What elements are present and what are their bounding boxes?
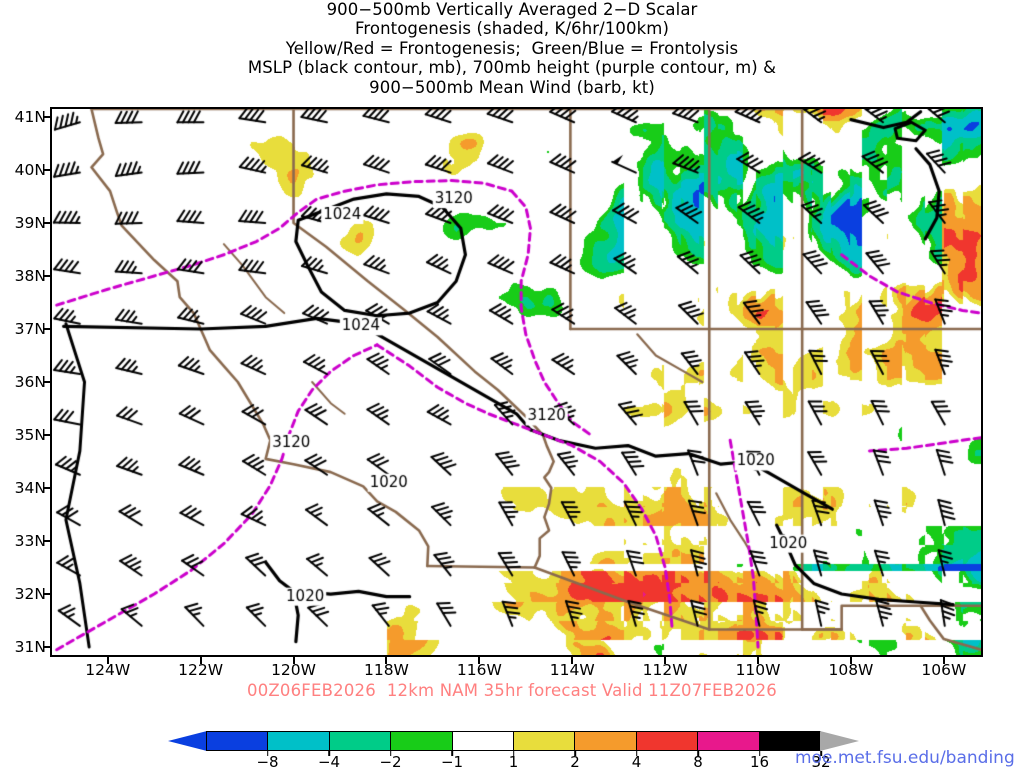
latitude-tick-label: 33N (14, 532, 46, 551)
colorbar-tick-mark (635, 751, 638, 756)
latitude-tick-mark (44, 487, 51, 490)
longitude-tick-mark (849, 657, 852, 664)
colorbar-tick-label: 16 (749, 753, 770, 771)
colorbar-band (698, 732, 760, 750)
longitude-tick-label: 108W (828, 661, 874, 679)
latitude-tick-mark (44, 115, 51, 118)
colorbar-band (759, 732, 821, 750)
longitude-tick-mark (478, 657, 481, 664)
latitude-tick-label: 38N (14, 266, 46, 285)
frontogenesis-shaded-field (52, 109, 981, 655)
longitude-tick-label: 120W (271, 661, 316, 679)
title-line-3: Yellow/Red = Frontogenesis; Green/Blue =… (285, 38, 739, 58)
colorbar-tick-mark (758, 751, 761, 756)
latitude-tick-mark (44, 646, 51, 649)
longitude-tick-mark (571, 657, 574, 664)
title-line-1: 900−500mb Vertically Averaged 2−D Scalar (326, 0, 698, 19)
latitude-tick-label: 39N (14, 213, 46, 232)
longitude-tick-mark (757, 657, 760, 664)
longitude-tick-label: 118W (363, 661, 409, 679)
longitude-tick-mark (385, 657, 388, 664)
longitude-tick-mark (292, 657, 295, 664)
colorbar-band (575, 732, 637, 750)
latitude-axis: 41N 40N 39N 38N 37N 36N 35N 34N 33N 32N 31N (0, 0, 51, 768)
longitude-tick-label: 110W (735, 661, 781, 679)
latitude-tick-label: 32N (14, 585, 46, 604)
colorbar: −8 −4 −2 −1 1 2 4 8 16 32 (168, 731, 859, 771)
latitude-tick-mark (44, 593, 51, 596)
title-line-4: MSLP (black contour, mb), 700mb height (… (247, 58, 777, 78)
latitude-tick-label: 34N (14, 479, 46, 498)
latitude-tick-label: 40N (14, 160, 46, 179)
colorbar-band (207, 732, 269, 750)
title-line-2: Frontogenesis (shaded, K/6hr/100km) (354, 19, 669, 39)
colorbar-tick-mark (820, 751, 822, 756)
colorbar-tick-mark (512, 751, 515, 756)
latitude-tick-mark (44, 540, 51, 543)
latitude-tick-label: 41N (14, 107, 46, 126)
colorbar-tick-label: 4 (631, 753, 642, 771)
source-watermark: moe.met.fsu.edu/banding (795, 748, 1015, 768)
latitude-tick-label: 37N (14, 319, 46, 338)
longitude-tick-label: 106W (921, 661, 967, 679)
latitude-tick-mark (44, 221, 51, 224)
colorbar-band (514, 732, 576, 750)
colorbar-tick-label: 1 (508, 753, 519, 771)
longitude-tick-mark (106, 657, 109, 664)
map-plot-area[interactable] (50, 107, 983, 657)
colorbar-low-arrow-icon (168, 731, 207, 751)
longitude-tick-label: 114W (549, 661, 595, 679)
latitude-tick-mark (44, 274, 51, 277)
longitude-tick-mark (664, 657, 667, 664)
longitude-tick-label: 112W (642, 661, 688, 679)
colorbar-tick-label: 32 (811, 753, 831, 771)
colorbar-band (636, 732, 699, 750)
figure-title: 900−500mb Vertically Averaged 2−D Scalar… (0, 0, 1024, 97)
colorbar-tick-mark (266, 751, 269, 756)
latitude-tick-mark (44, 381, 51, 383)
longitude-tick-label: 124W (85, 661, 131, 679)
colorbar-tick-label: 8 (693, 753, 703, 771)
colorbar-tick-label: 2 (570, 753, 580, 771)
longitude-tick-label: 122W (178, 661, 224, 679)
colorbar-tick-label: −8 (256, 753, 279, 771)
colorbar-tick-label: −4 (317, 753, 341, 771)
forecast-caption: 00Z06FEB2026 12km NAM 35hr forecast Vali… (247, 681, 777, 700)
colorbar-tick-label: −1 (440, 753, 464, 771)
colorbar-band (268, 732, 330, 750)
colorbar-tick-mark (697, 751, 699, 756)
colorbar-tick-mark (574, 751, 576, 756)
longitude-tick-mark (199, 657, 202, 664)
colorbar-band (329, 732, 392, 750)
latitude-tick-label: 35N (14, 426, 46, 444)
latitude-tick-mark (44, 327, 51, 330)
latitude-tick-label: 31N (14, 638, 46, 657)
colorbar-tick-mark (389, 751, 392, 756)
latitude-tick-mark (44, 168, 51, 171)
longitude-tick-mark (942, 657, 945, 664)
title-line-5: 900−500mb Mean Wind (barb, kt) (369, 77, 655, 97)
colorbar-band (391, 732, 453, 750)
longitude-tick-label: 116W (456, 661, 502, 679)
colorbar-band (452, 732, 515, 750)
colorbar-tick-label: −2 (379, 753, 402, 771)
latitude-tick-mark (44, 434, 51, 436)
colorbar-tick-mark (328, 751, 330, 756)
colorbar-tick-mark (451, 751, 453, 756)
colorbar-high-arrow-icon (820, 731, 859, 751)
latitude-tick-label: 36N (14, 373, 46, 391)
